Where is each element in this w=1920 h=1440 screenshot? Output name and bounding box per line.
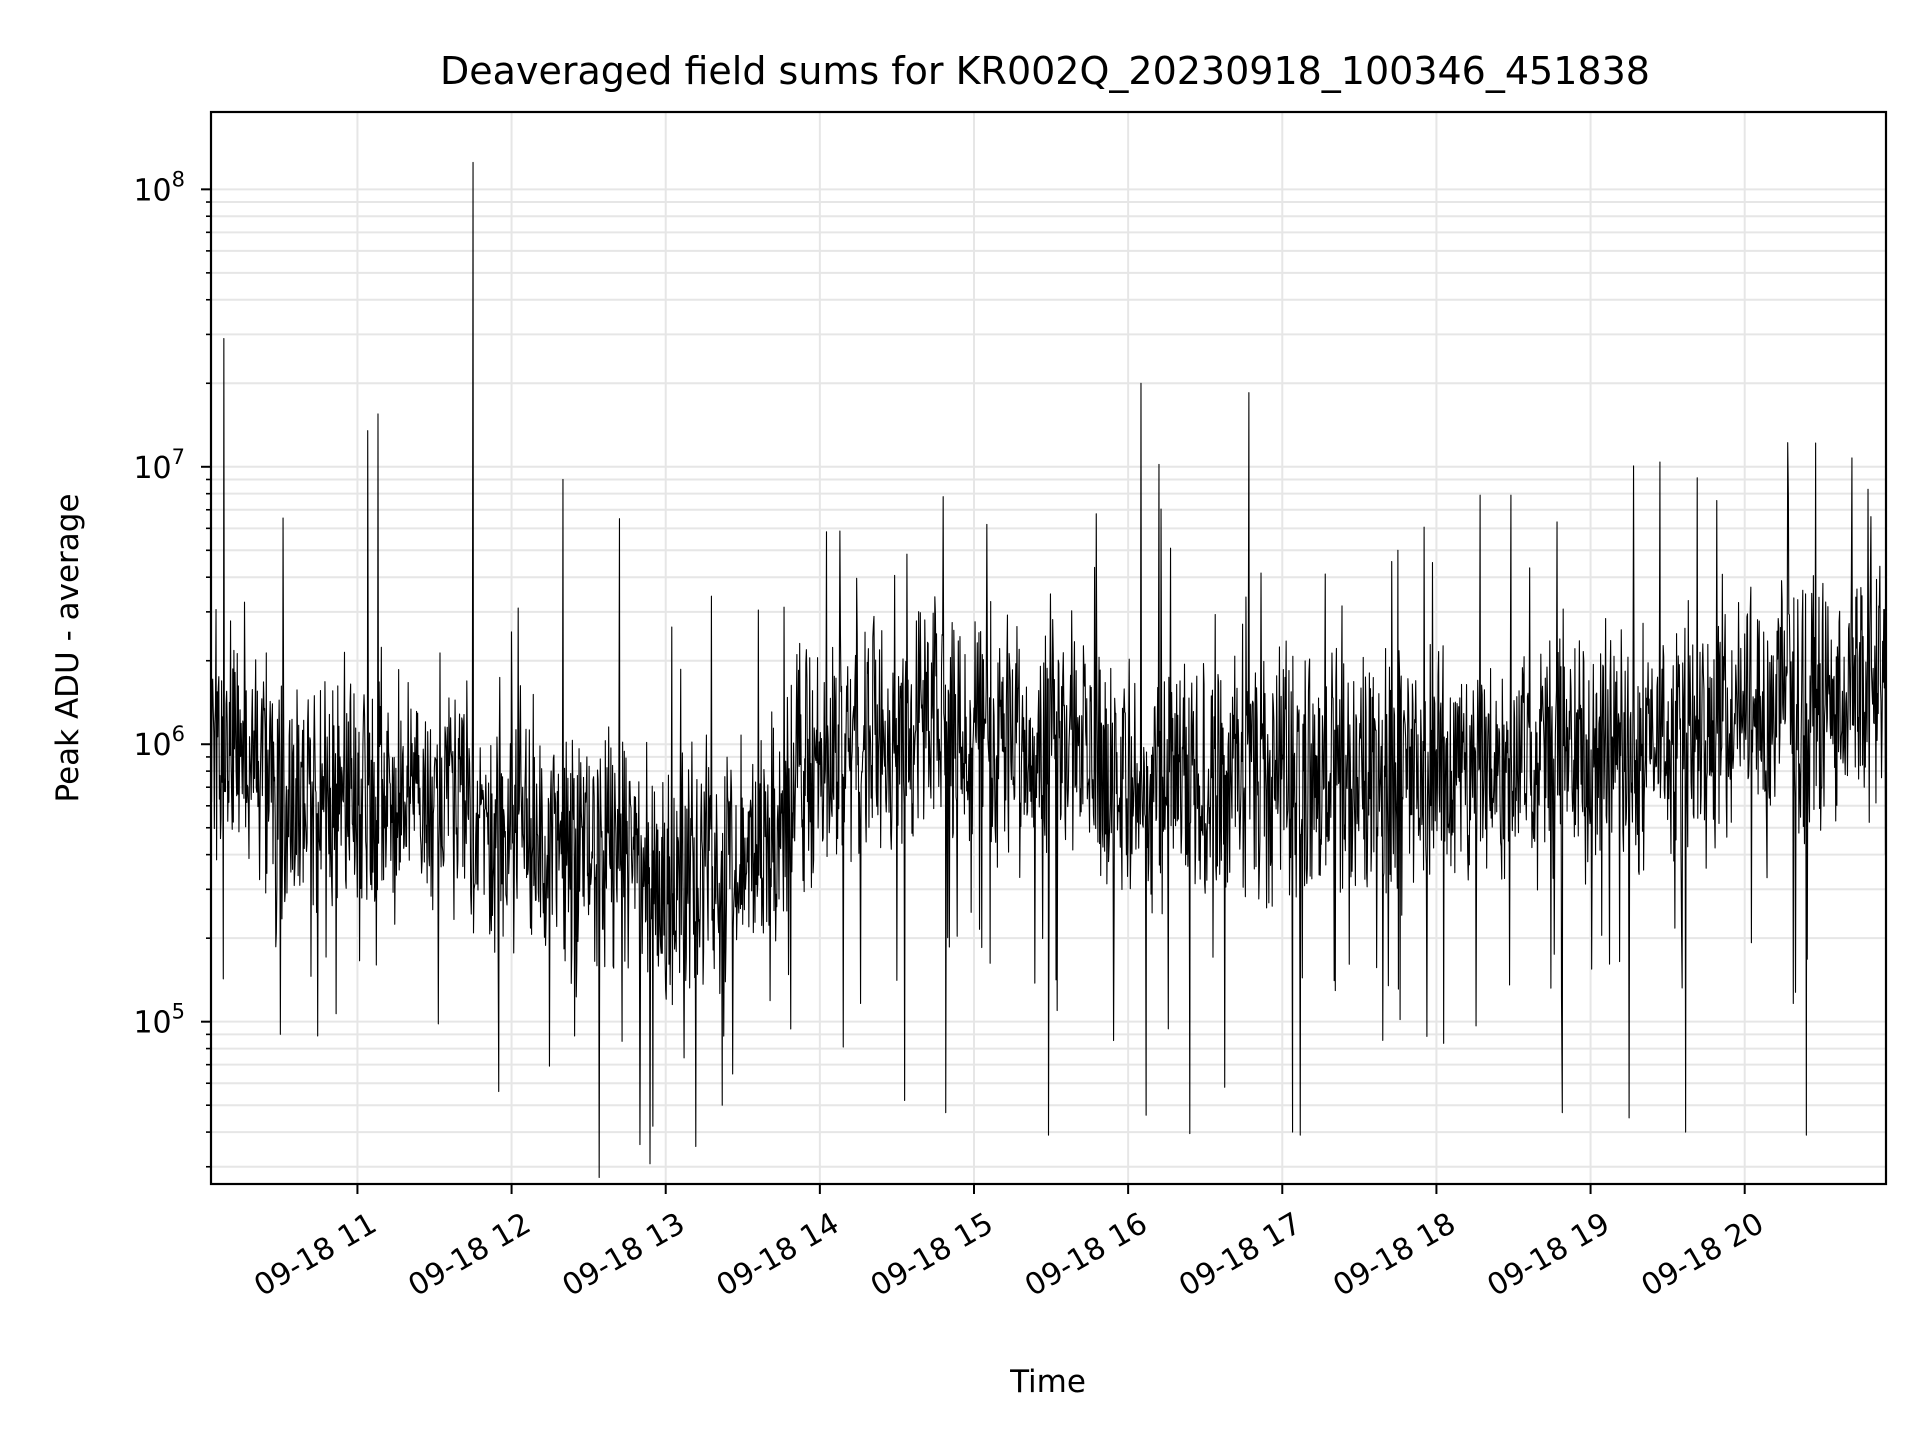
series-line-group [210, 161, 1887, 1179]
plot-area [209, 110, 1888, 1186]
y-axis-label: Peak ADU - average [50, 493, 86, 802]
series-line [210, 161, 1887, 1179]
y-tick-label: 105 [133, 1000, 185, 1041]
x-axis-label: Time [1009, 1364, 1086, 1400]
y-tick-label: 108 [133, 167, 185, 208]
y-tick-label: 106 [133, 722, 185, 763]
chart-title: Deaveraged field sums for KR002Q_2023091… [440, 49, 1650, 93]
y-tick-label: 107 [133, 445, 185, 486]
y-axis: 105 106 107 108 [133, 167, 211, 1168]
plot-frame [209, 110, 1888, 1186]
